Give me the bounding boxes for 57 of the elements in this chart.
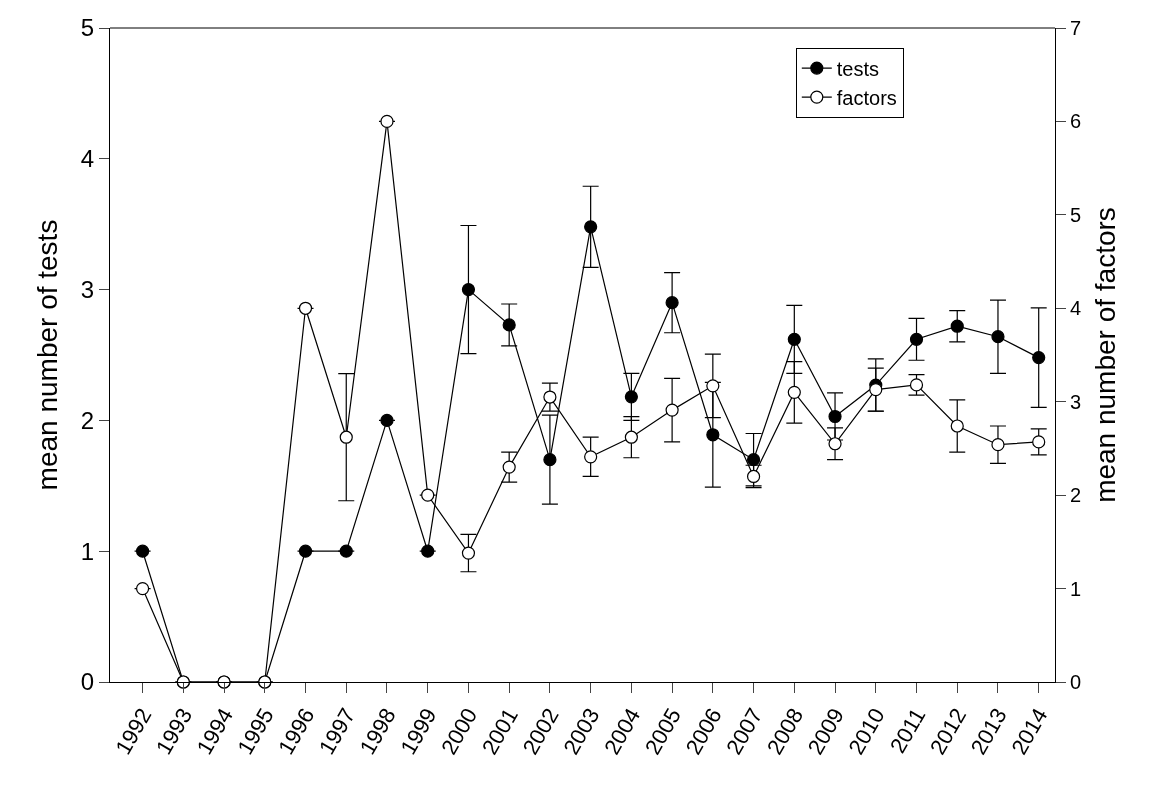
- point: [502, 460, 516, 474]
- point: [1032, 435, 1046, 449]
- y2-tick-label: 3: [1070, 390, 1082, 413]
- point: [584, 450, 598, 464]
- y2-tick-label: 2: [1070, 484, 1082, 507]
- point: [746, 453, 761, 467]
- point: [828, 409, 842, 424]
- y2-tick-label: 7: [1070, 17, 1082, 39]
- point: [380, 114, 394, 129]
- y2-tick-label: 5: [1070, 203, 1082, 226]
- point: [787, 332, 801, 346]
- point: [950, 419, 964, 433]
- point: [706, 379, 720, 393]
- y-tick-label: 0: [80, 668, 95, 696]
- point: [869, 382, 883, 397]
- point: [543, 453, 557, 467]
- y-tick-label: 2: [80, 406, 95, 434]
- y-axis-title: mean number of tests: [31, 219, 63, 491]
- point: [298, 544, 313, 558]
- point: [421, 488, 435, 502]
- point: [665, 403, 679, 417]
- point: [502, 318, 516, 332]
- point: [461, 283, 476, 297]
- point: [543, 390, 557, 404]
- point: [706, 428, 720, 442]
- y-tick-label: 1: [80, 537, 95, 565]
- point: [950, 319, 964, 333]
- point: [828, 437, 842, 451]
- point: [1032, 351, 1046, 365]
- y2-tick-label: 6: [1070, 110, 1082, 133]
- point: [339, 544, 353, 558]
- point: [624, 430, 638, 444]
- y2-tick-label: 1: [1070, 577, 1082, 600]
- y2-axis-title: mean number of factors: [1090, 207, 1122, 503]
- legend-label: factors: [836, 86, 897, 109]
- legend-label: tests: [836, 57, 880, 80]
- point: [380, 413, 394, 427]
- point: [298, 301, 313, 315]
- point: [421, 544, 435, 558]
- point: [624, 390, 638, 404]
- point: [746, 469, 761, 484]
- point: [461, 546, 476, 560]
- y-tick-label: 5: [80, 14, 95, 42]
- y-tick-label: 4: [80, 145, 95, 173]
- point: [787, 385, 801, 399]
- y2-tick-label: 0: [1070, 671, 1082, 693]
- point: [909, 378, 924, 392]
- point: [665, 296, 679, 310]
- y-tick-label: 3: [80, 276, 95, 303]
- point: [991, 330, 1005, 344]
- y2-tick-label: 4: [1070, 297, 1082, 320]
- point: [136, 544, 150, 558]
- point: [991, 438, 1005, 452]
- point: [339, 430, 353, 444]
- point: [136, 581, 150, 596]
- point: [584, 220, 598, 234]
- point: [909, 332, 924, 346]
